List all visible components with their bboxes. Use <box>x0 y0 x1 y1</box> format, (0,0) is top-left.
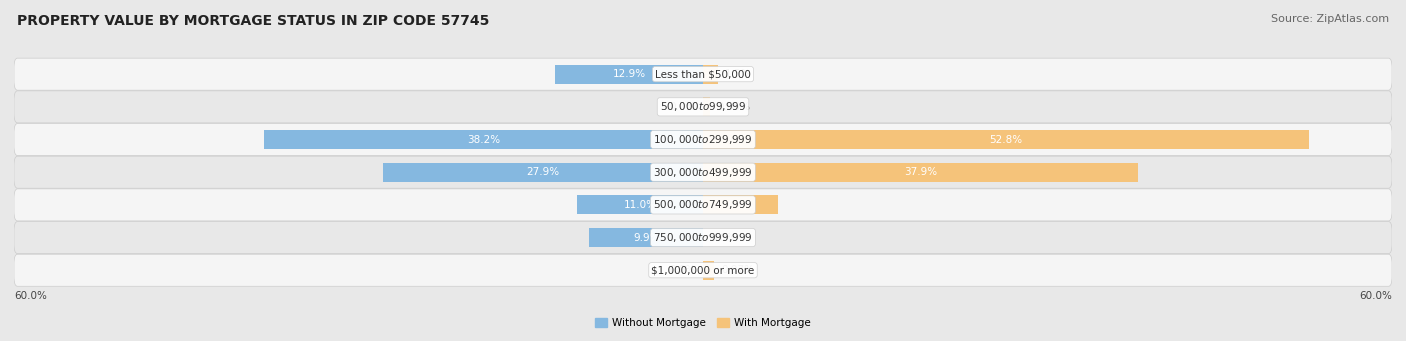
FancyBboxPatch shape <box>14 91 1392 123</box>
Text: 0.0%: 0.0% <box>669 102 696 112</box>
Text: 52.8%: 52.8% <box>990 135 1022 145</box>
FancyBboxPatch shape <box>14 123 1392 155</box>
Text: 27.9%: 27.9% <box>526 167 560 177</box>
Text: 11.0%: 11.0% <box>623 200 657 210</box>
Text: $300,000 to $499,999: $300,000 to $499,999 <box>654 166 752 179</box>
Text: 60.0%: 60.0% <box>1360 292 1392 301</box>
Bar <box>703 65 718 84</box>
Text: 38.2%: 38.2% <box>467 135 501 145</box>
Bar <box>703 130 1309 149</box>
Text: Less than $50,000: Less than $50,000 <box>655 69 751 79</box>
Bar <box>703 261 714 280</box>
Bar <box>382 163 703 182</box>
Text: 1.3%: 1.3% <box>725 69 751 79</box>
Bar <box>703 98 710 116</box>
Text: 60.0%: 60.0% <box>14 292 46 301</box>
Bar <box>703 163 1139 182</box>
FancyBboxPatch shape <box>14 189 1392 221</box>
Text: 0.97%: 0.97% <box>721 265 754 275</box>
Legend: Without Mortgage, With Mortgage: Without Mortgage, With Mortgage <box>591 314 815 332</box>
Text: $500,000 to $749,999: $500,000 to $749,999 <box>654 198 752 211</box>
Text: 6.5%: 6.5% <box>727 200 754 210</box>
Text: 0.0%: 0.0% <box>710 233 737 242</box>
FancyBboxPatch shape <box>14 254 1392 286</box>
Text: $100,000 to $299,999: $100,000 to $299,999 <box>654 133 752 146</box>
Text: $750,000 to $999,999: $750,000 to $999,999 <box>654 231 752 244</box>
Text: Source: ZipAtlas.com: Source: ZipAtlas.com <box>1271 14 1389 24</box>
FancyBboxPatch shape <box>14 156 1392 188</box>
Bar <box>576 195 703 214</box>
FancyBboxPatch shape <box>14 222 1392 254</box>
Text: $1,000,000 or more: $1,000,000 or more <box>651 265 755 275</box>
Text: 37.9%: 37.9% <box>904 167 938 177</box>
FancyBboxPatch shape <box>14 58 1392 90</box>
Bar <box>589 228 703 247</box>
Text: 9.9%: 9.9% <box>633 233 659 242</box>
Bar <box>264 130 703 149</box>
Bar <box>555 65 703 84</box>
Text: 0.0%: 0.0% <box>669 265 696 275</box>
Text: PROPERTY VALUE BY MORTGAGE STATUS IN ZIP CODE 57745: PROPERTY VALUE BY MORTGAGE STATUS IN ZIP… <box>17 14 489 28</box>
Bar <box>703 195 778 214</box>
Text: $50,000 to $99,999: $50,000 to $99,999 <box>659 100 747 113</box>
Text: 12.9%: 12.9% <box>613 69 645 79</box>
Text: 0.65%: 0.65% <box>717 102 751 112</box>
